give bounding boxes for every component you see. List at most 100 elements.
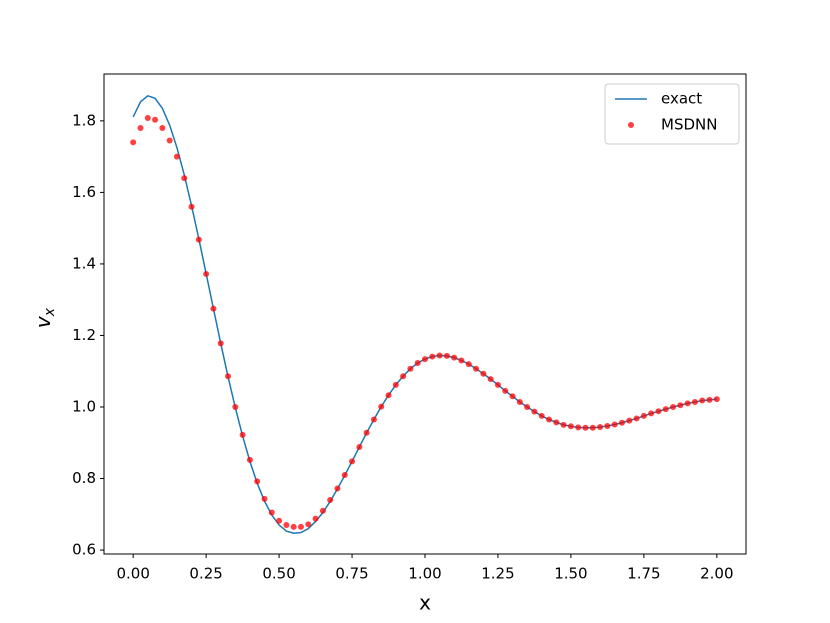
- scatter-point: [713, 396, 720, 403]
- scatter-point: [290, 523, 297, 530]
- scatter-point: [414, 360, 421, 367]
- scatter-point: [604, 422, 611, 429]
- scatter-point: [276, 517, 283, 524]
- x-tick-label: 1.25: [481, 565, 514, 583]
- scatter-point: [618, 419, 625, 426]
- scatter-point: [451, 354, 458, 361]
- scatter-point: [436, 352, 443, 359]
- scatter-point: [203, 270, 210, 277]
- scatter-point: [181, 175, 188, 182]
- scatter-point: [677, 402, 684, 409]
- scatter-point: [246, 456, 253, 463]
- scatter-point: [378, 403, 385, 410]
- scatter-point: [509, 393, 516, 400]
- scatter-point: [166, 137, 173, 144]
- y-tick-label: 0.8: [72, 469, 96, 487]
- y-tick-label: 1.8: [72, 111, 96, 129]
- scatter-point: [392, 381, 399, 388]
- scatter-point: [225, 373, 232, 380]
- x-tick-label: 0.50: [262, 565, 295, 583]
- plot-area: [130, 94, 720, 535]
- scatter-point: [422, 356, 428, 363]
- scatter-point: [487, 376, 494, 383]
- y-axis-label: vx: [31, 307, 59, 328]
- scatter-point: [706, 396, 713, 403]
- x-tick-label: 1.00: [408, 565, 441, 583]
- scatter-point: [385, 392, 392, 399]
- y-tick-label: 1.2: [72, 326, 96, 344]
- scatter-point: [567, 423, 574, 430]
- scatter-point: [349, 458, 356, 465]
- scatter-point: [188, 203, 195, 210]
- scatter-point: [232, 403, 239, 410]
- scatter-point: [400, 373, 407, 380]
- scatter-point: [494, 381, 501, 388]
- scatter-point: [195, 236, 202, 243]
- scatter-point: [297, 523, 304, 530]
- scatter-point: [159, 125, 166, 132]
- legend-label: MSDNN: [661, 116, 717, 134]
- y-tick-label: 1.4: [72, 254, 96, 272]
- scatter-point: [633, 415, 640, 422]
- scatter-point: [648, 410, 655, 417]
- scatter-point: [546, 416, 553, 423]
- scatter-point: [327, 496, 334, 503]
- scatter-point: [173, 153, 180, 160]
- scatter-point: [443, 352, 450, 359]
- scatter-point: [144, 114, 151, 121]
- x-tick-label: 0.75: [335, 565, 368, 583]
- scatter-point: [305, 521, 312, 528]
- scatter-point: [582, 424, 589, 431]
- legend: exact MSDNN: [604, 83, 740, 145]
- scatter-point: [254, 478, 261, 485]
- scatter-point: [429, 353, 436, 360]
- y-tick-label: 0.6: [72, 541, 96, 559]
- scatter-point: [684, 400, 691, 407]
- scatter-point: [319, 507, 326, 514]
- scatter-point: [152, 116, 159, 123]
- scatter-point: [363, 429, 370, 436]
- y-axis-label-sub: x: [42, 307, 58, 317]
- scatter-point: [458, 357, 465, 364]
- scatter-point: [312, 515, 319, 522]
- scatter-point: [239, 431, 246, 438]
- scatter-point: [662, 406, 669, 413]
- scatter-point: [217, 340, 224, 347]
- scatter-point: [370, 416, 377, 423]
- scatter-point: [640, 412, 647, 419]
- scatter-point: [560, 421, 567, 428]
- legend-marker: [628, 122, 634, 128]
- scatter-point: [589, 424, 596, 431]
- scatter-point: [575, 424, 582, 431]
- legend-label: exact: [661, 90, 702, 108]
- scatter-point: [261, 495, 268, 502]
- scatter-point: [341, 471, 348, 478]
- scatter-point: [480, 370, 487, 377]
- scatter-point: [137, 125, 144, 132]
- x-tick-label: 1.50: [554, 565, 587, 583]
- y-tick-label: 1.6: [72, 183, 96, 201]
- scatter-point: [473, 365, 480, 372]
- y-tick-label: 1.0: [72, 397, 96, 415]
- scatter-point: [407, 365, 414, 372]
- scatter-point: [334, 485, 341, 492]
- scatter-point: [655, 408, 662, 415]
- scatter-point: [691, 398, 698, 405]
- scatter-point: [130, 139, 137, 146]
- scatter-point: [597, 424, 604, 431]
- scatter-point: [538, 412, 545, 419]
- scatter-point: [626, 417, 633, 424]
- x-tick-label: 0.00: [116, 565, 149, 583]
- scatter-point: [502, 387, 509, 394]
- x-tick-label: 0.25: [189, 565, 222, 583]
- scatter-point: [356, 444, 363, 451]
- y-axis-label-main: v: [31, 315, 55, 328]
- x-axis-label: x: [419, 591, 431, 615]
- scatter-point: [670, 403, 677, 410]
- axes-frame: [103, 73, 747, 555]
- scatter-point: [531, 408, 538, 415]
- scatter-point: [268, 509, 275, 516]
- scatter-point: [210, 305, 217, 312]
- x-tick-label: 2.00: [700, 565, 733, 583]
